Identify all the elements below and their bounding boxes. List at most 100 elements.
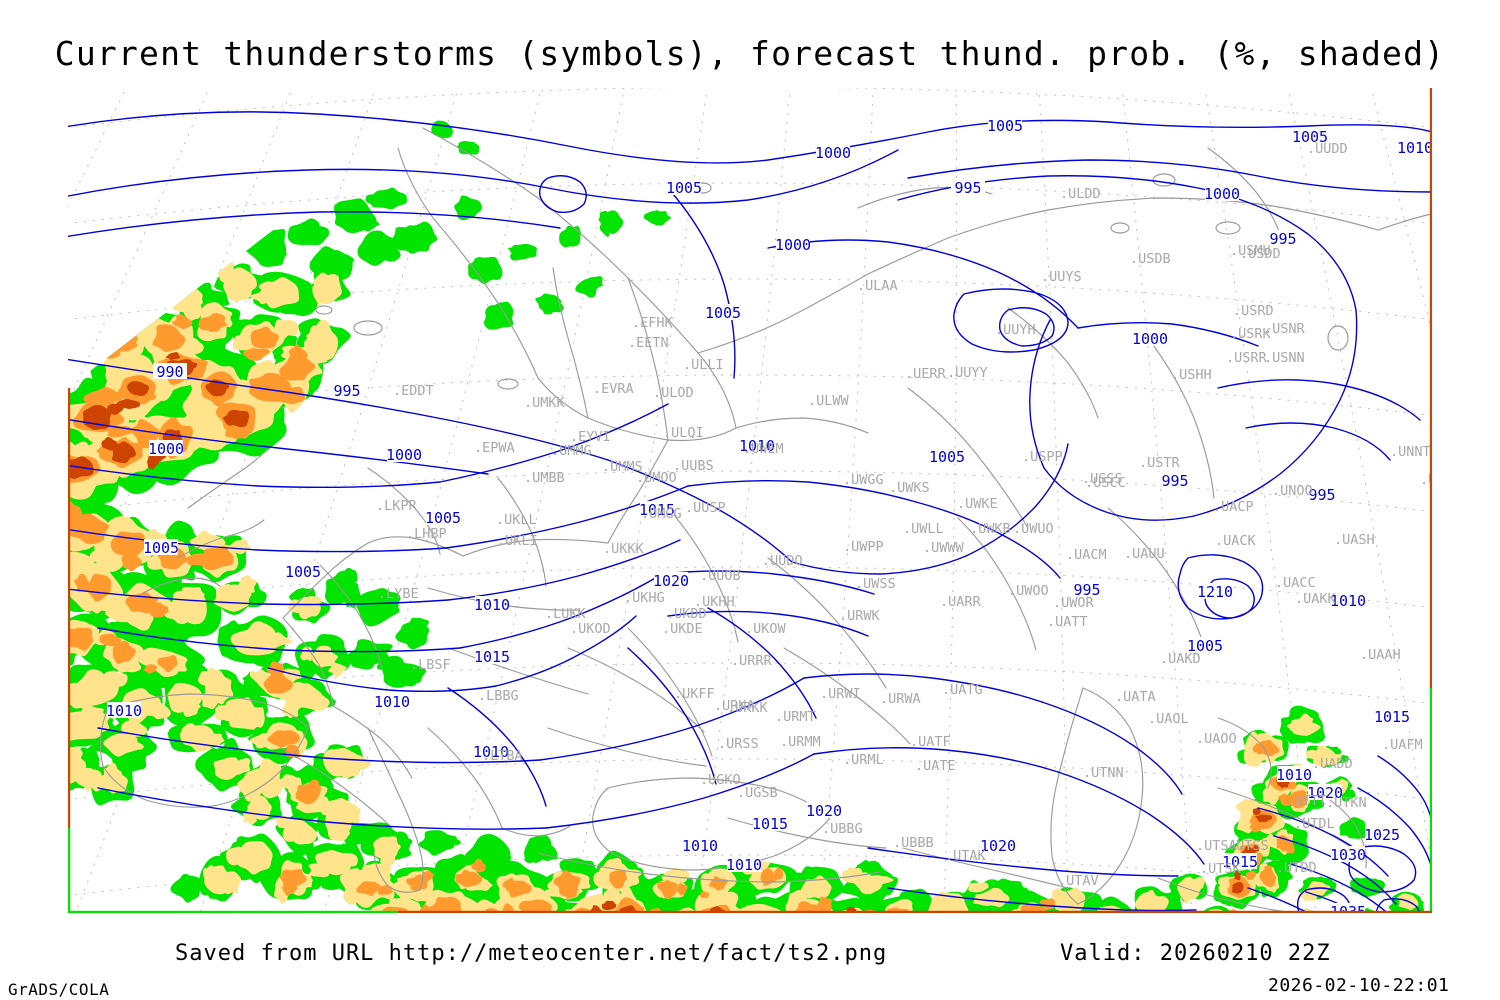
shade-blob (126, 381, 150, 397)
shade-blob (316, 331, 332, 363)
station-label: .UATT (1047, 614, 1088, 630)
shade-blob (328, 662, 348, 678)
coastline-path (537, 377, 737, 442)
isobar-label: 1020 (806, 802, 842, 820)
shade-blob (1258, 739, 1280, 757)
parallel-line (68, 854, 1432, 897)
isobar-label-halo (1198, 583, 1232, 599)
station-label: .UWKB (970, 521, 1011, 537)
station-label: .UMGG (641, 506, 682, 522)
isobar-label-halo (153, 363, 187, 379)
isobar-label: 1010 (726, 856, 762, 874)
isobar-label: 1020 (653, 572, 689, 590)
isobar-label: 1035 (1330, 903, 1366, 913)
isobar-path (867, 847, 1179, 877)
coastline-path (547, 727, 707, 767)
shade-blob (203, 733, 225, 747)
lake-shape (497, 378, 519, 390)
isobar-path (1107, 121, 1432, 133)
station-label: .UNOO (1272, 483, 1313, 499)
shade-blob (144, 702, 172, 720)
isobar-path (667, 187, 736, 379)
isobar-label: 1010 (682, 837, 718, 855)
isobar-path (707, 607, 817, 719)
frame-edge-left (68, 388, 71, 828)
isobar-path (68, 111, 1109, 164)
shade-blob (247, 801, 272, 816)
shade-blob (419, 904, 436, 913)
shade-blob (216, 584, 241, 606)
shade-blob (308, 863, 332, 878)
coastline-path (462, 538, 609, 557)
shade-blob (842, 866, 863, 884)
parallel-line (68, 470, 1432, 513)
coastline-path (783, 647, 911, 745)
isobar-label-halo (1331, 846, 1365, 862)
station-label: .EFHK (632, 315, 674, 331)
coastline-path (367, 536, 464, 557)
shade-blob (250, 325, 279, 349)
isobar-label: 1030 (1330, 846, 1366, 864)
shade-blob (1305, 749, 1319, 760)
isobar-label-halo (706, 304, 740, 320)
shade-blob (305, 596, 322, 605)
shade-blob (364, 236, 384, 253)
isobar-path (459, 573, 663, 649)
shade-blob (561, 885, 579, 899)
isobar-label-halo (1070, 581, 1104, 597)
meridian-line (68, 88, 293, 643)
station-label: .UARR (940, 594, 982, 610)
meridian-line (943, 88, 958, 913)
shade-blob (250, 287, 283, 305)
isobar-label-halo (475, 648, 509, 664)
frame-edge-right-lower (1429, 688, 1432, 913)
station-label: .ULWW (808, 393, 850, 409)
shade-blob (518, 902, 534, 912)
isobar-label: 1010 (1276, 766, 1312, 784)
shade-blob (236, 758, 251, 771)
shade-blob (282, 882, 298, 896)
station-label: .ULOD (653, 385, 694, 401)
coastline-path (1217, 717, 1272, 789)
station-label: .UKHG (624, 590, 665, 606)
isobar-label-halo (1277, 766, 1311, 782)
station-label: .UASH (1334, 532, 1375, 548)
isobar-path (907, 159, 1432, 193)
isobar-path (68, 358, 609, 461)
isobar-path (1041, 701, 1183, 795)
station-label: .EPWA (474, 440, 515, 456)
isobar-label: 1000 (1132, 330, 1168, 348)
station-label: .UWKE (957, 496, 998, 512)
station-label: .UWPP (843, 539, 884, 555)
shade-blob (1339, 825, 1358, 837)
shade-blob (349, 649, 378, 670)
page-title: Current thunderstorms (symbols), forecas… (54, 34, 1446, 73)
shade-blob (288, 831, 314, 845)
station-label: .UUYS (1041, 269, 1082, 285)
shade-blob (203, 864, 216, 886)
station-label: .UACC (1275, 575, 1316, 591)
coastline-path (1107, 507, 1203, 641)
isobar-label: 1005 (705, 304, 741, 322)
shade-blob (613, 874, 622, 887)
shade-blob (430, 896, 463, 913)
station-label: .ULLI (683, 357, 724, 373)
valid-time-label: Valid: 20260210 22Z (1060, 941, 1331, 966)
shade-blob (1235, 799, 1261, 818)
shade-blob (314, 796, 334, 816)
shade-blob (157, 655, 178, 673)
isobar-label-halo (426, 509, 460, 525)
shade-blob (98, 670, 128, 690)
shade-blob (287, 227, 312, 242)
station-label: .UMKK (524, 395, 566, 411)
map-canvas[interactable]: 1005 1000 1005 1010 1005 995 1000 1000 995 1005 10… (68, 88, 1432, 913)
isobar-label: 995 (1161, 472, 1188, 490)
shade-blob (181, 697, 201, 717)
station-label: .LTBA (482, 748, 523, 764)
isobar-label-halo (753, 815, 787, 831)
isobar-label-halo (1223, 853, 1257, 869)
station-label: .LBBG (478, 688, 519, 704)
station-label: .LKPR (376, 498, 418, 514)
station-label: .URML (843, 752, 884, 768)
